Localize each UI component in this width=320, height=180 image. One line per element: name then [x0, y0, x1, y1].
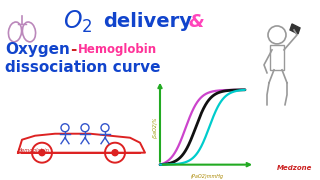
Text: (SaO2)%: (SaO2)% — [153, 116, 158, 138]
Text: delivery: delivery — [103, 12, 193, 32]
Text: &: & — [188, 13, 204, 31]
Polygon shape — [290, 24, 300, 34]
Text: (PaO2)mmHg: (PaO2)mmHg — [191, 174, 224, 179]
Circle shape — [112, 150, 118, 156]
Text: dissociation curve: dissociation curve — [5, 60, 161, 75]
Text: Hemoglobin: Hemoglobin — [78, 43, 157, 56]
Text: $O_2$: $O_2$ — [63, 9, 93, 35]
Text: Medzone: Medzone — [277, 165, 313, 171]
Circle shape — [39, 150, 45, 156]
Text: Hemoglobin: Hemoglobin — [18, 148, 50, 153]
Text: -: - — [70, 42, 76, 57]
Text: Oxygen: Oxygen — [5, 42, 70, 57]
